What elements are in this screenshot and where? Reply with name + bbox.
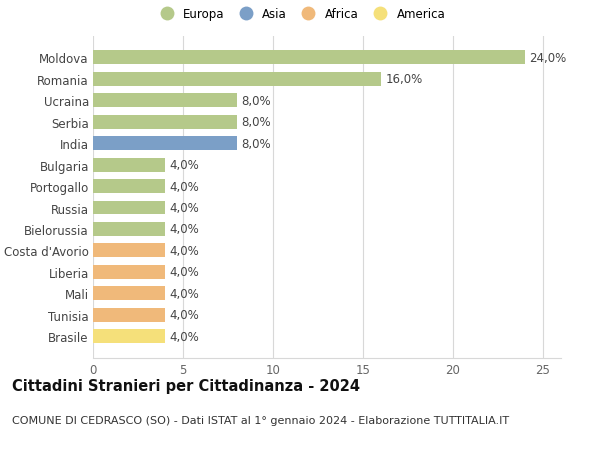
Bar bbox=[93, 94, 237, 108]
Bar bbox=[93, 223, 165, 236]
Bar bbox=[93, 73, 381, 87]
Bar bbox=[93, 51, 525, 65]
Text: 4,0%: 4,0% bbox=[170, 330, 199, 343]
Bar bbox=[93, 265, 165, 279]
Bar bbox=[93, 158, 165, 172]
Text: 4,0%: 4,0% bbox=[170, 308, 199, 322]
Text: 16,0%: 16,0% bbox=[386, 73, 423, 86]
Bar bbox=[93, 180, 165, 194]
Bar bbox=[93, 330, 165, 343]
Bar bbox=[93, 137, 237, 151]
Bar bbox=[93, 116, 237, 129]
Text: COMUNE DI CEDRASCO (SO) - Dati ISTAT al 1° gennaio 2024 - Elaborazione TUTTITALI: COMUNE DI CEDRASCO (SO) - Dati ISTAT al … bbox=[12, 415, 509, 425]
Text: Cittadini Stranieri per Cittadinanza - 2024: Cittadini Stranieri per Cittadinanza - 2… bbox=[12, 379, 360, 394]
Text: 4,0%: 4,0% bbox=[170, 287, 199, 300]
Text: 4,0%: 4,0% bbox=[170, 266, 199, 279]
Text: 4,0%: 4,0% bbox=[170, 223, 199, 236]
Text: 8,0%: 8,0% bbox=[241, 137, 271, 151]
Text: 8,0%: 8,0% bbox=[241, 95, 271, 107]
Text: 4,0%: 4,0% bbox=[170, 180, 199, 193]
Bar bbox=[93, 244, 165, 258]
Text: 24,0%: 24,0% bbox=[530, 52, 567, 65]
Bar bbox=[93, 308, 165, 322]
Text: 8,0%: 8,0% bbox=[241, 116, 271, 129]
Legend: Europa, Asia, Africa, America: Europa, Asia, Africa, America bbox=[152, 6, 448, 23]
Text: 4,0%: 4,0% bbox=[170, 244, 199, 257]
Bar bbox=[93, 201, 165, 215]
Text: 4,0%: 4,0% bbox=[170, 202, 199, 214]
Bar bbox=[93, 287, 165, 301]
Text: 4,0%: 4,0% bbox=[170, 159, 199, 172]
